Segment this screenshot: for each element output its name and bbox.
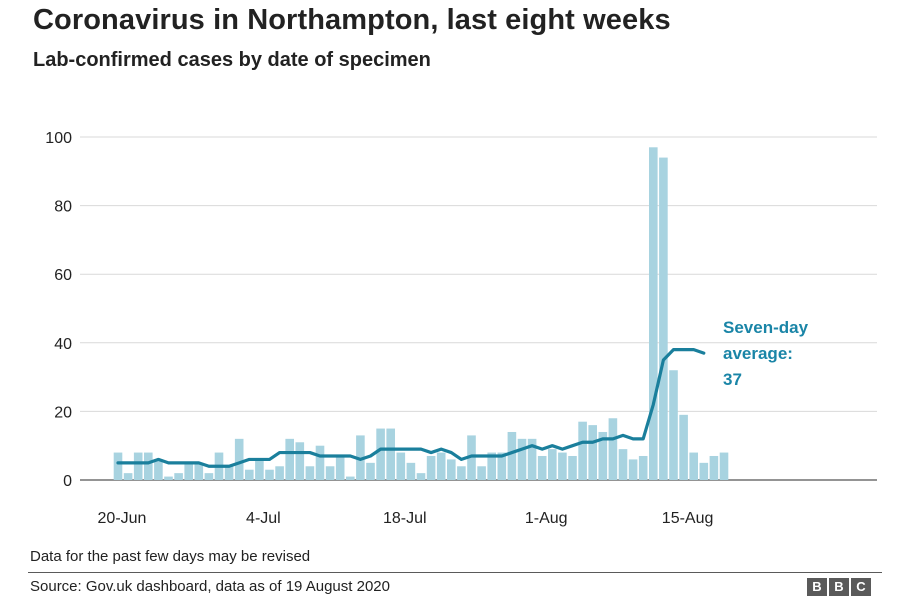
daily-cases-bar xyxy=(255,459,264,480)
daily-cases-bar xyxy=(356,435,365,480)
daily-cases-bar xyxy=(184,462,193,480)
daily-cases-bar xyxy=(477,466,486,480)
daily-cases-bar xyxy=(517,438,527,480)
bbc-logo: B B C xyxy=(807,578,871,596)
daily-cases-bar xyxy=(366,462,375,480)
seven-day-average-line-group xyxy=(116,348,706,468)
y-tick-label: 20 xyxy=(54,404,72,421)
daily-cases-bar xyxy=(638,455,648,480)
daily-cases-bar xyxy=(608,418,618,480)
daily-cases-bar xyxy=(396,452,406,480)
daily-cases-bar xyxy=(386,428,395,480)
daily-cases-bar xyxy=(204,473,214,480)
daily-cases-bar xyxy=(346,476,355,480)
daily-cases-bars xyxy=(113,147,729,481)
daily-cases-bar xyxy=(659,157,668,480)
daily-cases-bar xyxy=(719,452,729,480)
daily-cases-bar xyxy=(497,452,507,480)
daily-cases-bar xyxy=(416,473,426,480)
daily-cases-bar xyxy=(588,425,597,480)
daily-cases-bar xyxy=(598,431,608,480)
daily-cases-bar xyxy=(335,455,345,480)
daily-cases-bar xyxy=(285,438,294,480)
daily-cases-bar xyxy=(699,462,709,480)
daily-cases-bar xyxy=(275,466,284,480)
daily-cases-bar xyxy=(527,438,537,480)
daily-cases-bar xyxy=(436,452,446,480)
daily-cases-bar xyxy=(113,452,123,480)
source-divider xyxy=(28,572,882,573)
x-tick-label: 1-Aug xyxy=(525,510,568,527)
daily-cases-bar xyxy=(558,452,567,480)
daily-cases-bar xyxy=(315,445,325,480)
daily-cases-bar xyxy=(649,147,658,481)
daily-cases-bar xyxy=(154,459,163,480)
x-axis-ticks: 20-Jun 4-Jul 18-Jul 1-Aug 15-Aug xyxy=(98,510,714,527)
chart-title: Coronavirus in Northampton, last eight w… xyxy=(33,4,671,36)
average-annotation-line: Seven-day xyxy=(723,318,809,337)
daily-cases-bar xyxy=(376,428,385,480)
y-tick-label: 60 xyxy=(54,267,72,284)
source-text: Source: Gov.uk dashboard, data as of 19 … xyxy=(30,578,390,595)
daily-cases-bar xyxy=(174,473,183,480)
bbc-logo-letter: B xyxy=(829,578,849,596)
daily-cases-bar xyxy=(679,414,688,480)
bbc-logo-letter: C xyxy=(851,578,871,596)
x-tick-label: 15-Aug xyxy=(662,510,714,527)
daily-cases-bar xyxy=(487,452,496,480)
average-annotation: Seven-day average: 37 xyxy=(723,318,809,389)
daily-cases-bar xyxy=(325,466,335,480)
x-tick-label: 18-Jul xyxy=(383,510,427,527)
daily-cases-bar xyxy=(406,462,416,480)
daily-cases-bar xyxy=(295,442,305,480)
chart-subtitle: Lab-confirmed cases by date of specimen xyxy=(33,49,431,71)
daily-cases-bar xyxy=(669,370,678,480)
daily-cases-bar xyxy=(426,455,436,480)
y-tick-label: 40 xyxy=(54,336,72,353)
revision-note: Data for the past few days may be revise… xyxy=(30,548,311,565)
x-tick-label: 20-Jun xyxy=(98,510,147,527)
cases-chart: 0 20 40 60 80 100 20-Jun 4-Jul 18-Jul 1-Aug 15-Au… xyxy=(45,130,877,527)
average-annotation-line: 37 xyxy=(723,370,742,389)
y-axis-ticks: 0 20 40 60 80 100 xyxy=(45,130,72,490)
daily-cases-bar xyxy=(234,438,244,480)
daily-cases-bar xyxy=(467,435,476,480)
bbc-logo-letter: B xyxy=(807,578,827,596)
daily-cases-bar xyxy=(578,421,587,480)
daily-cases-bar xyxy=(568,455,577,480)
daily-cases-bar xyxy=(194,462,204,480)
y-tick-label: 100 xyxy=(45,130,72,147)
average-annotation-line: average: xyxy=(723,344,793,363)
daily-cases-bar xyxy=(618,449,628,480)
daily-cases-bar xyxy=(224,466,234,480)
daily-cases-bar xyxy=(144,452,153,480)
daily-cases-bar xyxy=(689,452,698,480)
seven-day-average-line xyxy=(116,348,706,468)
daily-cases-bar xyxy=(457,466,466,480)
daily-cases-bar xyxy=(447,459,456,480)
daily-cases-bar xyxy=(548,449,557,480)
gridlines xyxy=(80,136,877,481)
daily-cases-bar xyxy=(305,466,315,480)
daily-cases-bar xyxy=(537,455,547,480)
daily-cases-bar xyxy=(507,431,517,480)
daily-cases-bar xyxy=(709,455,719,480)
daily-cases-bar xyxy=(133,452,143,480)
daily-cases-bar xyxy=(245,469,254,480)
daily-cases-bar xyxy=(628,459,638,480)
x-tick-label: 4-Jul xyxy=(246,510,281,527)
daily-cases-bar xyxy=(164,476,173,480)
y-tick-label: 0 xyxy=(63,473,72,490)
y-tick-label: 80 xyxy=(54,199,72,216)
daily-cases-bar xyxy=(265,469,274,480)
daily-cases-bar xyxy=(123,473,133,480)
